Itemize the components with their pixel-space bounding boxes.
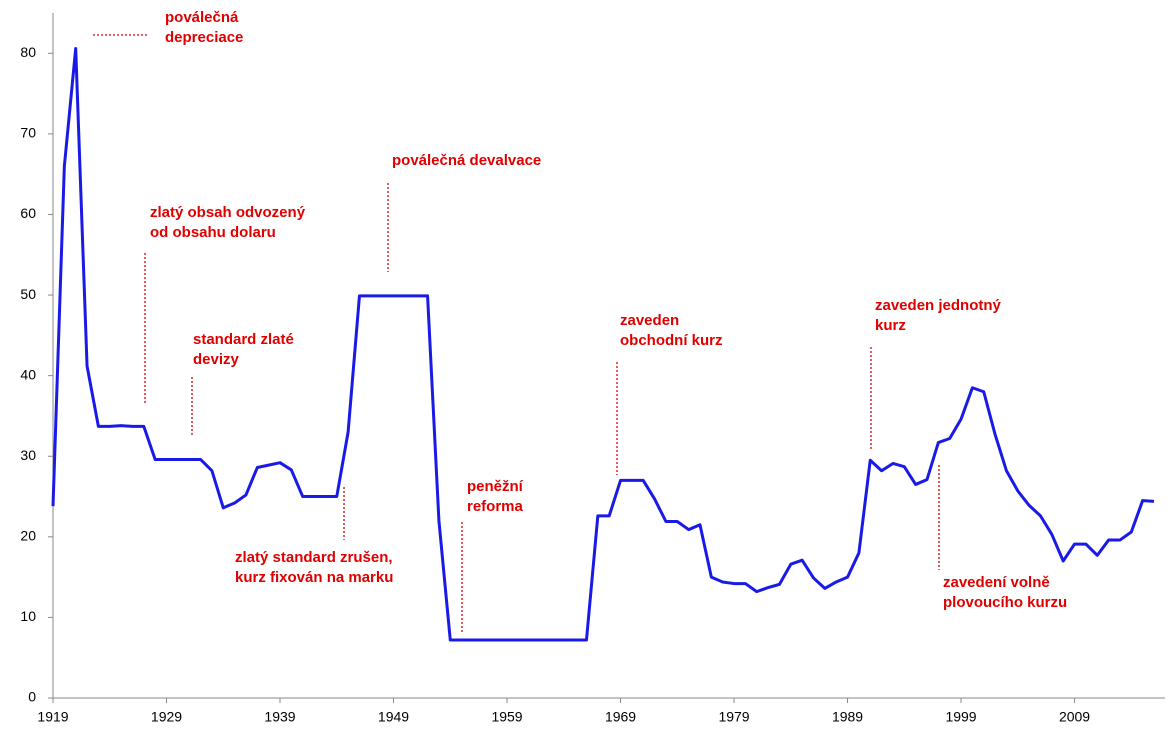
annotation: plovoucího kurzu bbox=[943, 594, 1067, 611]
annotation: od obsahu dolaru bbox=[150, 224, 276, 241]
annotation: kurz bbox=[875, 317, 906, 334]
annotation: zaveden jednotný bbox=[875, 297, 1002, 314]
annotation: standard zlaté bbox=[193, 331, 294, 348]
x-tick-label: 1939 bbox=[264, 709, 295, 725]
annotation: zlatý obsah odvozený bbox=[150, 204, 306, 221]
annotation: zavedení volně bbox=[943, 574, 1050, 591]
x-tick-label: 1979 bbox=[718, 709, 749, 725]
annotation: devizy bbox=[193, 351, 240, 368]
y-tick-label: 50 bbox=[20, 286, 36, 302]
annotation: depreciace bbox=[165, 29, 243, 46]
annotation: zlatý standard zrušen, bbox=[235, 549, 393, 566]
annotation: peněžní bbox=[467, 478, 524, 495]
x-tick-label: 2009 bbox=[1059, 709, 1090, 725]
annotation: zaveden bbox=[620, 312, 679, 329]
x-tick-label: 1949 bbox=[378, 709, 409, 725]
annotation: reforma bbox=[467, 498, 524, 515]
y-tick-label: 20 bbox=[20, 528, 36, 544]
y-tick-label: 80 bbox=[20, 44, 36, 60]
y-tick-label: 0 bbox=[28, 689, 36, 705]
annotation: kurz fixován na marku bbox=[235, 569, 393, 586]
x-tick-label: 1919 bbox=[37, 709, 68, 725]
y-tick-label: 70 bbox=[20, 125, 36, 141]
y-tick-label: 60 bbox=[20, 205, 36, 221]
annotation: poválečná bbox=[165, 9, 239, 26]
x-tick-label: 1959 bbox=[491, 709, 522, 725]
x-tick-label: 1989 bbox=[832, 709, 863, 725]
x-tick-label: 1969 bbox=[605, 709, 636, 725]
y-tick-label: 30 bbox=[20, 447, 36, 463]
y-tick-label: 40 bbox=[20, 366, 36, 382]
y-tick-label: 10 bbox=[20, 608, 36, 624]
annotation: poválečná devalvace bbox=[392, 152, 541, 169]
x-tick-label: 1999 bbox=[945, 709, 976, 725]
data-line bbox=[51, 46, 1155, 642]
x-tick-label: 1929 bbox=[151, 709, 182, 725]
annotation: obchodní kurz bbox=[620, 332, 723, 349]
